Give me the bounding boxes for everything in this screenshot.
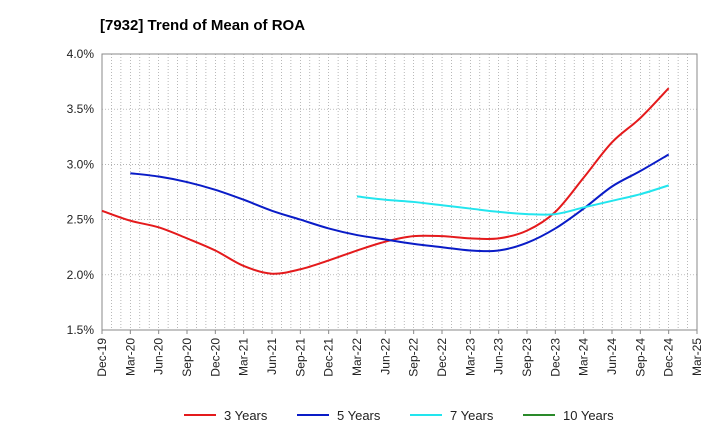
- x-tick-label: Dec-21: [322, 338, 336, 377]
- x-tick-label: Mar-21: [237, 338, 251, 376]
- legend-label: 3 Years: [224, 408, 268, 423]
- x-tick-label: Jun-24: [605, 338, 619, 375]
- x-tick-label: Sep-21: [293, 338, 307, 377]
- series-line-3-years: [101, 87, 670, 275]
- x-tick-label: Jun-22: [378, 338, 392, 375]
- legend: 3 Years 5 Years 7 Years 10 Years: [184, 408, 614, 423]
- x-tick-label: Jun-20: [152, 338, 166, 375]
- x-tick-label: Sep-23: [520, 338, 534, 377]
- x-tick-label: Mar-23: [463, 338, 477, 376]
- x-tick-label: Dec-24: [662, 338, 676, 377]
- x-tick-label: Sep-20: [180, 338, 194, 377]
- legend-label: 7 Years: [450, 408, 494, 423]
- series-line-7-years: [356, 184, 669, 216]
- x-axis: Dec-19 Mar-20 Jun-20 Sep-20 Dec-20 Mar-21 Jun-…: [95, 330, 704, 377]
- x-tick-label: Mar-24: [577, 338, 591, 376]
- x-tick-label: Dec-22: [435, 338, 449, 377]
- chart-title: [7932] Trend of Mean of ROA: [100, 17, 305, 34]
- x-tick-label: Jun-23: [492, 338, 506, 375]
- y-tick-label: 2.0%: [67, 268, 95, 282]
- x-tick-label: Mar-20: [123, 338, 137, 376]
- y-tick-label: 4.0%: [67, 47, 95, 61]
- x-tick-label: Sep-24: [633, 338, 647, 377]
- grid-lines: [102, 54, 697, 330]
- x-tick-label: Dec-20: [208, 338, 222, 377]
- y-tick-label: 3.5%: [67, 102, 95, 116]
- x-tick-label: Jun-21: [265, 338, 279, 375]
- series-lines: [101, 87, 670, 275]
- y-tick-label: 3.0%: [67, 157, 95, 171]
- legend-label: 10 Years: [563, 408, 614, 423]
- legend-label: 5 Years: [337, 408, 381, 423]
- x-tick-label: Dec-19: [95, 338, 109, 377]
- x-tick-label: Mar-22: [350, 338, 364, 376]
- x-tick-label: Sep-22: [407, 338, 421, 377]
- y-axis: 1.5% 2.0% 2.5% 3.0% 3.5% 4.0%: [67, 47, 95, 337]
- y-tick-label: 1.5%: [67, 323, 95, 337]
- y-tick-label: 2.5%: [67, 213, 95, 227]
- series-line-5-years: [130, 153, 670, 253]
- x-tick-label: Dec-23: [548, 338, 562, 377]
- plot-area: [101, 53, 698, 331]
- x-tick-label: Mar-25: [690, 338, 704, 376]
